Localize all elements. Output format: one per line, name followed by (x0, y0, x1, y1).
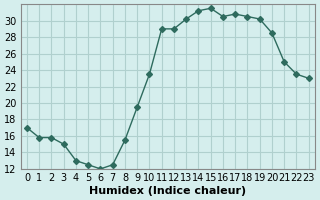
X-axis label: Humidex (Indice chaleur): Humidex (Indice chaleur) (89, 186, 246, 196)
